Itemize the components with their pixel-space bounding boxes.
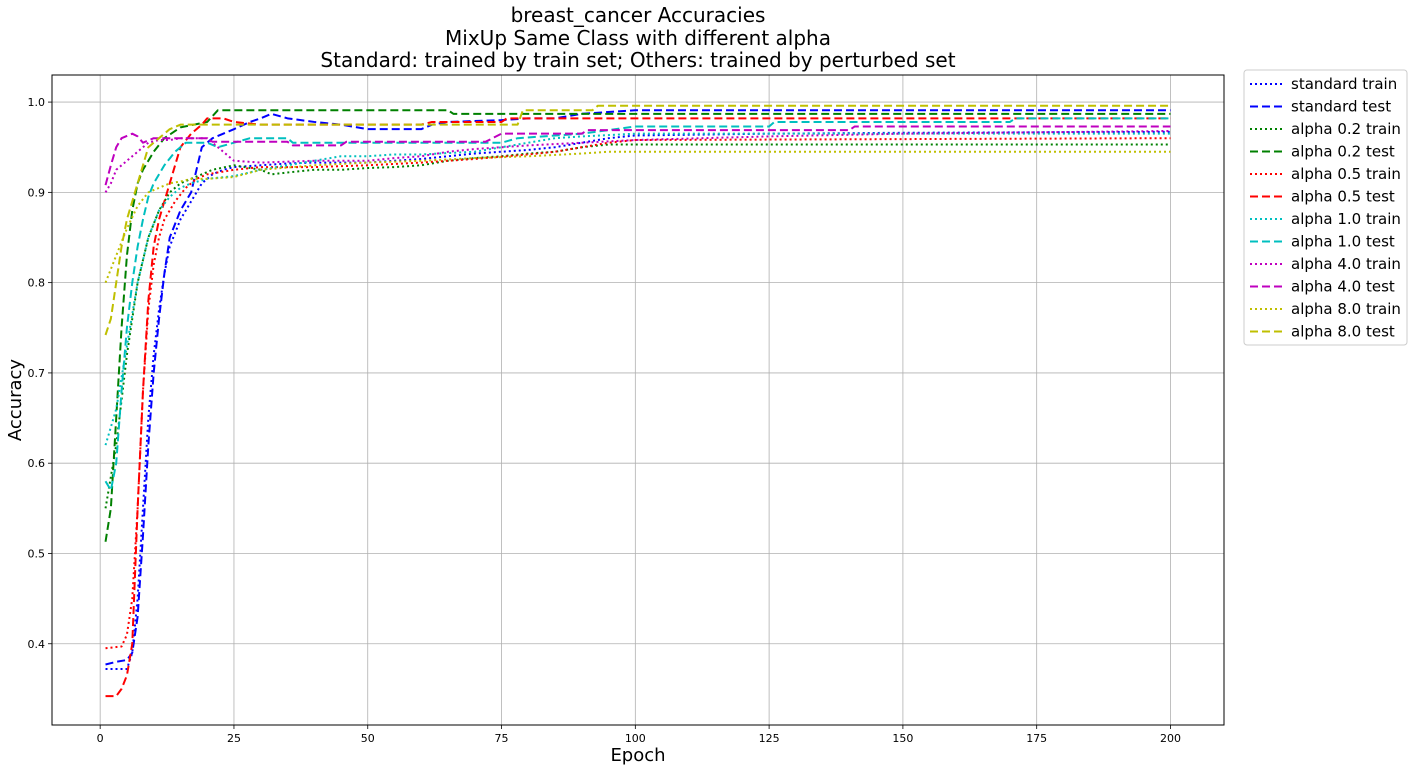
legend-label-alpha-0-2-train: alpha 0.2 train xyxy=(1291,120,1401,138)
legend-label-alpha-8-0-test: alpha 8.0 test xyxy=(1291,323,1395,341)
x-tick-label: 200 xyxy=(1160,732,1181,745)
x-tick-label: 100 xyxy=(625,732,646,745)
series-line-alpha-4-0-train xyxy=(104,129,1171,193)
legend-box xyxy=(1243,69,1408,346)
y-tick-label: 0.9 xyxy=(28,186,46,199)
x-tick-label: 150 xyxy=(892,732,913,745)
x-tick-label: 0 xyxy=(97,732,104,745)
y-axis-label: Accuracy xyxy=(5,359,26,442)
y-tick-label: 0.8 xyxy=(28,277,46,290)
series-line-alpha-8-0-train xyxy=(104,150,1171,284)
legend-label-alpha-0-5-train: alpha 0.5 train xyxy=(1291,165,1401,183)
legend-label-alpha-0-5-test: alpha 0.5 test xyxy=(1291,188,1395,206)
x-tick-label: 125 xyxy=(759,732,780,745)
series-line-alpha-0-2-train xyxy=(104,143,1171,509)
legend-label-alpha-8-0-train: alpha 8.0 train xyxy=(1291,300,1401,318)
legend-label-alpha-1-0-train: alpha 1.0 train xyxy=(1291,210,1401,228)
legend-label-alpha-1-0-test: alpha 1.0 test xyxy=(1291,233,1395,251)
series-line-alpha-0-2-test xyxy=(104,109,1171,542)
y-tick-label: 0.6 xyxy=(28,457,46,470)
x-tick-label: 175 xyxy=(1026,732,1047,745)
x-tick-label: 25 xyxy=(227,732,241,745)
legend: standard train standard test alpha 0.2 tra… xyxy=(1243,69,1408,346)
y-tick-label: 1.0 xyxy=(28,96,46,109)
y-tick-label: 0.4 xyxy=(28,638,46,651)
series-line-alpha-1-0-train xyxy=(104,132,1171,446)
chart-title-line-1: breast_cancer Accuracies xyxy=(511,3,766,27)
y-tick-label: 0.5 xyxy=(28,547,46,560)
plot-area-frame xyxy=(51,74,1225,726)
series-line-alpha-8-0-test xyxy=(104,104,1171,336)
series-line-alpha-0-5-train xyxy=(105,137,1171,650)
chart-title-line-2: MixUp Same Class with different alpha xyxy=(445,26,831,50)
series-lines xyxy=(104,104,1171,698)
axis-ticks: 0 25 50 75 100 125 150 175 200 0.4 0.5 0.6 0.7 0.8 0.9… xyxy=(28,96,1181,745)
series-line-alpha-4-0-test xyxy=(104,125,1171,186)
series-line-standard-train xyxy=(105,130,1171,671)
series-line-alpha-1-0-test xyxy=(104,117,1171,492)
x-axis-label: Epoch xyxy=(610,745,665,766)
legend-label-alpha-4-0-train: alpha 4.0 train xyxy=(1291,255,1401,273)
legend-label-standard-test: standard test xyxy=(1291,98,1391,116)
chart-title-line-3: Standard: trained by train set; Others: … xyxy=(320,48,955,72)
legend-label-standard-train: standard train xyxy=(1291,75,1397,93)
x-tick-label: 75 xyxy=(495,732,509,745)
y-tick-label: 0.7 xyxy=(28,367,46,380)
grid-lines xyxy=(52,75,1224,725)
legend-label-alpha-0-2-test: alpha 0.2 test xyxy=(1291,143,1395,161)
series-line-standard-test xyxy=(105,109,1171,666)
legend-label-alpha-4-0-test: alpha 4.0 test xyxy=(1291,278,1395,296)
series-line-alpha-0-5-test xyxy=(105,117,1171,698)
x-tick-label: 50 xyxy=(361,732,375,745)
